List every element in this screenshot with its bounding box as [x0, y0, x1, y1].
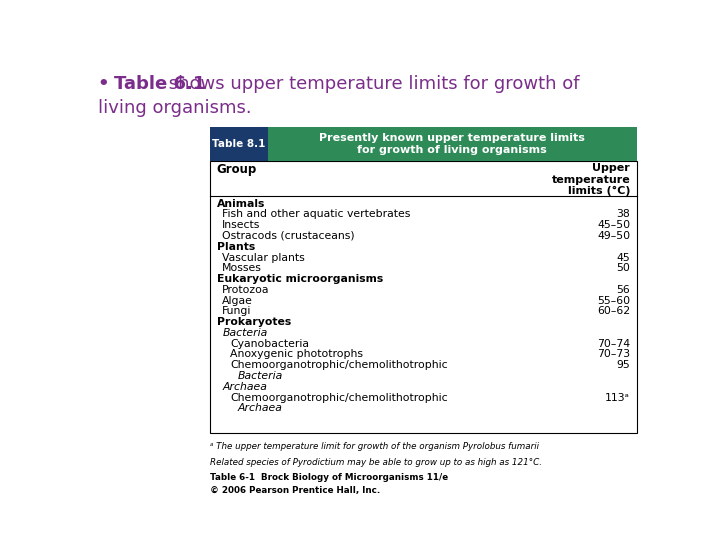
Text: Archaea: Archaea — [222, 382, 267, 392]
Text: 95: 95 — [616, 360, 630, 370]
FancyBboxPatch shape — [268, 127, 637, 161]
Text: Prokaryotes: Prokaryotes — [217, 317, 291, 327]
Text: 55–60: 55–60 — [597, 295, 630, 306]
Text: 60–62: 60–62 — [597, 306, 630, 316]
Text: Ostracods (crustaceans): Ostracods (crustaceans) — [222, 231, 355, 241]
Text: Animals: Animals — [217, 199, 265, 208]
Text: Fish and other aquatic vertebrates: Fish and other aquatic vertebrates — [222, 210, 410, 219]
Text: Table 6.1: Table 6.1 — [114, 75, 205, 93]
Text: Protozoa: Protozoa — [222, 285, 270, 295]
Text: 70–73: 70–73 — [597, 349, 630, 360]
Text: Presently known upper temperature limits
for growth of living organisms: Presently known upper temperature limits… — [319, 133, 585, 156]
Text: 56: 56 — [616, 285, 630, 295]
Text: Plants: Plants — [217, 242, 255, 252]
Text: Vascular plants: Vascular plants — [222, 253, 305, 262]
Text: Fungi: Fungi — [222, 306, 251, 316]
Text: Cyanobacteria: Cyanobacteria — [230, 339, 309, 349]
Text: Chemoorganotrophic/chemolithotrophic: Chemoorganotrophic/chemolithotrophic — [230, 393, 448, 402]
Text: 45: 45 — [616, 253, 630, 262]
Text: Chemoorganotrophic/chemolithotrophic: Chemoorganotrophic/chemolithotrophic — [230, 360, 448, 370]
Text: Related species of Pyrodictium may be able to grow up to as high as 121°C.: Related species of Pyrodictium may be ab… — [210, 458, 542, 467]
Text: Mosses: Mosses — [222, 264, 262, 273]
Text: 45–50: 45–50 — [597, 220, 630, 230]
Text: Table 6-1  Brock Biology of Microorganisms 11/e
© 2006 Pearson Prentice Hall, In: Table 6-1 Brock Biology of Microorganism… — [210, 473, 448, 495]
Text: Bacteria: Bacteria — [222, 328, 268, 338]
Text: Algae: Algae — [222, 295, 253, 306]
Text: Table 8.1: Table 8.1 — [212, 139, 266, 149]
Text: 70–74: 70–74 — [597, 339, 630, 349]
FancyBboxPatch shape — [210, 127, 268, 161]
Text: 113ᵃ: 113ᵃ — [606, 393, 630, 402]
Text: •: • — [99, 75, 116, 93]
Text: 38: 38 — [616, 210, 630, 219]
FancyBboxPatch shape — [210, 161, 637, 433]
Text: ᵃ The upper temperature limit for growth of the organism Pyrolobus fumarii: ᵃ The upper temperature limit for growth… — [210, 442, 539, 451]
Text: Group: Group — [217, 163, 257, 176]
Text: 50: 50 — [616, 264, 630, 273]
Text: living organisms.: living organisms. — [99, 99, 252, 117]
Text: shows upper temperature limits for growth of: shows upper temperature limits for growt… — [163, 75, 579, 93]
Text: 49–50: 49–50 — [597, 231, 630, 241]
Text: Insects: Insects — [222, 220, 261, 230]
Text: Eukaryotic microorganisms: Eukaryotic microorganisms — [217, 274, 383, 284]
Text: Archaea: Archaea — [238, 403, 283, 413]
Text: Upper
temperature
limits (°C): Upper temperature limits (°C) — [552, 163, 630, 196]
Text: Anoxygenic phototrophs: Anoxygenic phototrophs — [230, 349, 363, 360]
Text: Bacteria: Bacteria — [238, 371, 283, 381]
